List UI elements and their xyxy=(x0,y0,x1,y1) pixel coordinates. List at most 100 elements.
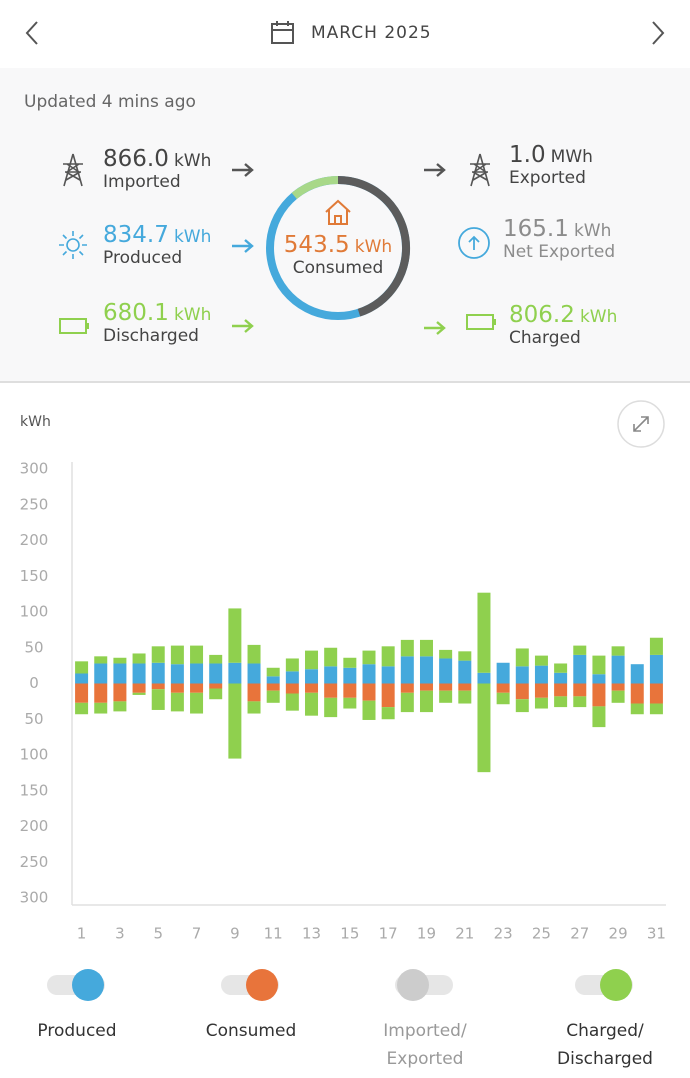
bar xyxy=(305,650,319,670)
bar xyxy=(324,647,338,667)
bar xyxy=(209,663,223,684)
bar xyxy=(170,664,184,684)
bar xyxy=(132,683,146,693)
bar xyxy=(190,663,204,684)
bar xyxy=(151,646,165,663)
bar xyxy=(113,657,127,664)
stat-label: Charged xyxy=(509,328,581,348)
y-tick-label: 250 xyxy=(20,853,49,871)
toggle-knob xyxy=(246,969,278,1001)
stat-value: 165.1 xyxy=(503,216,569,242)
x-tick-label: 17 xyxy=(379,925,398,943)
bar xyxy=(573,645,587,655)
legend-item[interactable]: Consumed xyxy=(161,960,341,1078)
toggle[interactable] xyxy=(570,965,640,1005)
net-icon xyxy=(458,227,490,259)
legend-label: Imported/ Exported xyxy=(383,1021,467,1069)
toggle[interactable] xyxy=(390,965,460,1005)
legend-item[interactable]: Imported/ Exported xyxy=(335,960,515,1078)
legend-item[interactable]: Produced xyxy=(0,960,167,1078)
bar xyxy=(362,664,376,684)
summary: Updated 4 mins ago 866.0 kWh Imported 834… xyxy=(0,68,690,383)
prev-month[interactable] xyxy=(20,18,44,48)
x-tick-label: 15 xyxy=(340,925,359,943)
bar xyxy=(649,654,663,684)
consumed-stat: 543.5 kWh Consumed xyxy=(264,232,412,278)
bar xyxy=(285,693,299,711)
bar xyxy=(534,697,548,709)
bar xyxy=(343,683,357,698)
bar xyxy=(419,683,433,691)
toggle[interactable] xyxy=(216,965,286,1005)
bar xyxy=(266,683,280,691)
bar xyxy=(94,663,108,684)
x-tick-label: 3 xyxy=(115,925,125,943)
legend: Produced Consumed Imported/ Exported Charge… xyxy=(0,960,690,1078)
stat-value: 680.1 xyxy=(103,300,169,326)
bar xyxy=(573,696,587,708)
bar xyxy=(400,692,414,713)
bar xyxy=(151,683,165,690)
x-tick-label: 11 xyxy=(264,925,283,943)
bar xyxy=(419,639,433,657)
x-tick-label: 29 xyxy=(609,925,628,943)
bar xyxy=(113,663,127,684)
bar xyxy=(247,644,261,664)
stat-unit: kWh xyxy=(573,221,612,241)
bar xyxy=(94,656,108,664)
top-bar: MARCH 2025 xyxy=(0,0,690,68)
stat-value: 543.5 xyxy=(283,232,350,258)
bar xyxy=(305,683,319,693)
bar xyxy=(458,651,472,661)
bar xyxy=(381,707,395,720)
discharged-stat: 680.1 kWh Discharged xyxy=(103,300,211,346)
bar xyxy=(439,690,453,703)
bar xyxy=(515,699,529,713)
x-tick-label: 23 xyxy=(494,925,513,943)
pylon-icon xyxy=(63,153,83,187)
stat-label: Produced xyxy=(103,248,183,268)
y-tick-label: 0 xyxy=(29,674,39,692)
bar xyxy=(75,683,89,703)
bar xyxy=(496,662,510,684)
toggle-knob xyxy=(72,969,104,1001)
toggle[interactable] xyxy=(42,965,112,1005)
bar xyxy=(400,656,414,684)
bar xyxy=(439,649,453,659)
bar xyxy=(419,656,433,684)
bar xyxy=(477,672,491,684)
pylon-icon xyxy=(470,153,490,187)
bar xyxy=(190,692,204,714)
month-title[interactable]: MARCH 2025 xyxy=(311,23,432,43)
y-axis-label: kWh xyxy=(20,414,51,430)
expand-button[interactable] xyxy=(617,400,665,448)
bar xyxy=(477,592,491,673)
produced-stat: 834.7 kWh Produced xyxy=(103,222,211,268)
bar xyxy=(573,654,587,684)
legend-item[interactable]: Charged/ Discharged xyxy=(515,960,690,1078)
bar xyxy=(132,692,146,695)
sun-icon xyxy=(59,231,87,259)
bar xyxy=(170,645,184,665)
bar xyxy=(285,683,299,694)
y-tick-label: 250 xyxy=(20,495,49,513)
bar xyxy=(343,667,357,684)
exported-stat: 1.0 MWh Exported xyxy=(509,142,593,188)
bar xyxy=(534,665,548,684)
bar xyxy=(343,657,357,668)
stat-unit: kWh xyxy=(173,305,212,325)
bar xyxy=(496,692,510,705)
arrow xyxy=(232,163,254,177)
bar xyxy=(362,650,376,665)
bar xyxy=(400,639,414,657)
bar xyxy=(534,655,548,666)
next-month[interactable] xyxy=(646,18,670,48)
x-tick-label: 25 xyxy=(532,925,551,943)
bar xyxy=(515,666,529,684)
y-tick-label: 200 xyxy=(20,531,49,549)
bar xyxy=(419,690,433,713)
bar xyxy=(170,683,184,693)
x-tick-label: 21 xyxy=(455,925,474,943)
y-tick-label: 300 xyxy=(20,889,49,907)
bar xyxy=(496,683,510,693)
